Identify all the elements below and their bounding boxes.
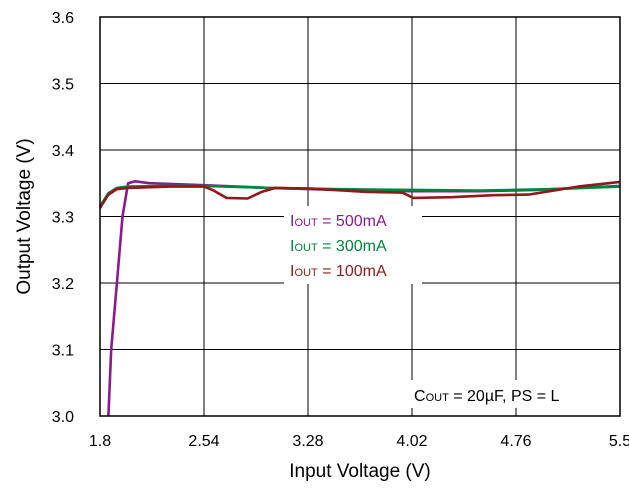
legend-entry-subscript: OUT: [294, 267, 318, 279]
legend-entry-subscript: OUT: [294, 242, 318, 254]
legend-entry-value: = 100mA: [318, 263, 387, 280]
legend-entry-symbol: I: [290, 238, 294, 255]
x-tick-label: 3.28: [292, 433, 323, 450]
legend-entry-value: = 500mA: [318, 213, 387, 230]
y-axis-label: Output Voltage (V): [14, 138, 35, 294]
y-tick-label: 3.0: [52, 409, 74, 426]
legend-background: [284, 206, 422, 284]
x-tick-label: 2.54: [188, 433, 219, 450]
y-tick-label: 3.6: [52, 10, 74, 27]
note-symbol: C: [414, 388, 426, 405]
grid: [100, 17, 620, 416]
legend-entry-value: = 300mA: [318, 238, 387, 255]
condition-note: COUT = 20µF, PS = L: [408, 380, 608, 408]
note-value: = 20µF, PS = L: [449, 388, 560, 405]
series-line-3: [98, 180, 621, 209]
y-tick-label: 3.3: [52, 210, 74, 227]
legend-entry: IOUT = 100mA: [290, 263, 387, 280]
legend-entry-subscript: OUT: [294, 217, 318, 229]
legend-entry: IOUT = 300mA: [290, 238, 387, 255]
legend-entry-symbol: I: [290, 263, 294, 280]
x-tick-label: 4.02: [396, 433, 427, 450]
x-tick-label: 4.76: [500, 433, 531, 450]
x-tick-label: 1.8: [89, 433, 111, 450]
condition-note-text: COUT = 20µF, PS = L: [414, 388, 560, 405]
x-axis-label: Input Voltage (V): [289, 461, 431, 482]
legend-entry: IOUT = 500mA: [290, 213, 387, 230]
note-background: [408, 380, 608, 408]
series-layer: [98, 180, 621, 417]
series-line-2: [98, 184, 621, 208]
x-tick-label: 5.5: [609, 433, 629, 450]
note-subscript: OUT: [426, 392, 450, 404]
tick-labels: 1.8 2.54 3.28 4.02 4.76 5.5 3.6 3.5 3.4 3.3 3.2 3.1…: [52, 10, 629, 450]
y-tick-label: 3.1: [52, 343, 74, 360]
y-tick-label: 3.4: [52, 143, 74, 160]
y-tick-label: 3.5: [52, 77, 74, 94]
y-tick-label: 3.2: [52, 276, 74, 293]
plot-frame: [99, 16, 621, 417]
legend-entry-symbol: I: [290, 213, 294, 230]
